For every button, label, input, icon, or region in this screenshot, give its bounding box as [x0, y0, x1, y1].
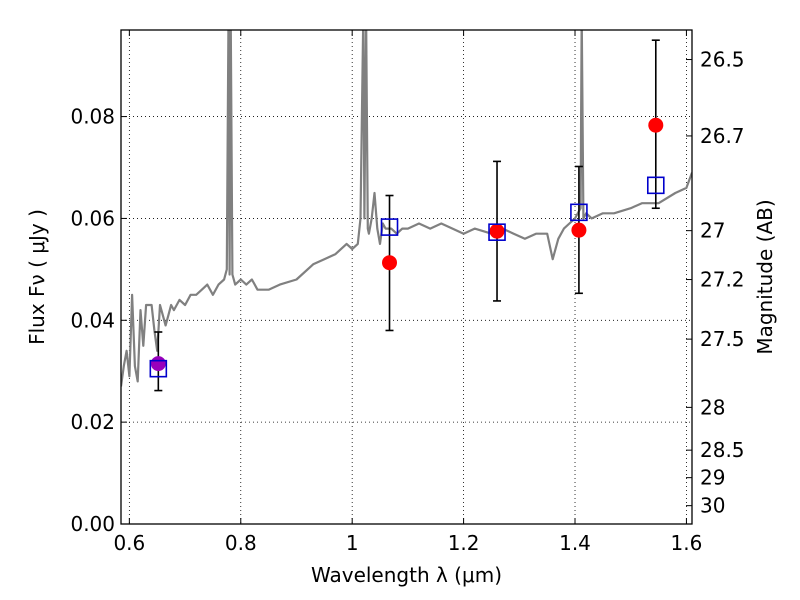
right-tick-label: 30 [700, 494, 725, 518]
flux-point-circle [150, 356, 166, 372]
flux-point-circle [489, 223, 505, 239]
y-tick-label: 0.04 [70, 308, 115, 332]
spectrum-series [121, 30, 692, 387]
right-tick-label: 28.5 [700, 438, 745, 462]
spectrum-line [121, 30, 692, 387]
right-tick-label: 27.2 [700, 268, 745, 292]
y-tick-label: 0.06 [70, 206, 115, 230]
flux-point-circle [382, 255, 398, 271]
flux-point-circle [571, 222, 587, 238]
measured-flux-points [150, 117, 664, 372]
plot-frame [120, 29, 693, 525]
flux-point-square [570, 203, 588, 222]
x-axis-label: Wavelength λ (μm) [311, 563, 502, 587]
x-tick-label: 1.4 [559, 531, 591, 555]
right-tick-label: 28 [700, 395, 725, 419]
y-tick-label: 0.02 [70, 410, 115, 434]
y-tick-label: 0.00 [70, 512, 115, 536]
flux-point-square [149, 359, 168, 378]
x-tick-label: 0.6 [113, 531, 145, 555]
right-axis-label: Magnitude (AB) [753, 199, 777, 354]
y-tick-label: 0.08 [70, 105, 115, 129]
flux-point-square [488, 223, 506, 241]
flux-point-square [380, 218, 399, 236]
x-tick-label: 1 [346, 531, 359, 555]
model-flux-points [149, 176, 665, 378]
grid-lines [121, 30, 692, 524]
right-tick-label: 27 [700, 219, 725, 243]
right-tick-label: 29 [700, 466, 725, 490]
axis-ticks: 0.6 0.8 1 1.2 1.4 1.6 0.00 0.02 0.04 0.06 0.08 26.5… [70, 30, 745, 555]
x-tick-label: 1.2 [448, 531, 480, 555]
flux-point-circle [648, 117, 664, 133]
right-tick-label: 26.5 [700, 48, 745, 72]
right-tick-label: 26.7 [700, 124, 745, 148]
flux-point-square [646, 176, 665, 195]
x-tick-label: 0.8 [225, 531, 257, 555]
y-axis-label: Flux Fν ( μJy ) [25, 209, 49, 345]
x-tick-label: 1.6 [671, 531, 703, 555]
right-tick-label: 27.5 [700, 327, 745, 351]
